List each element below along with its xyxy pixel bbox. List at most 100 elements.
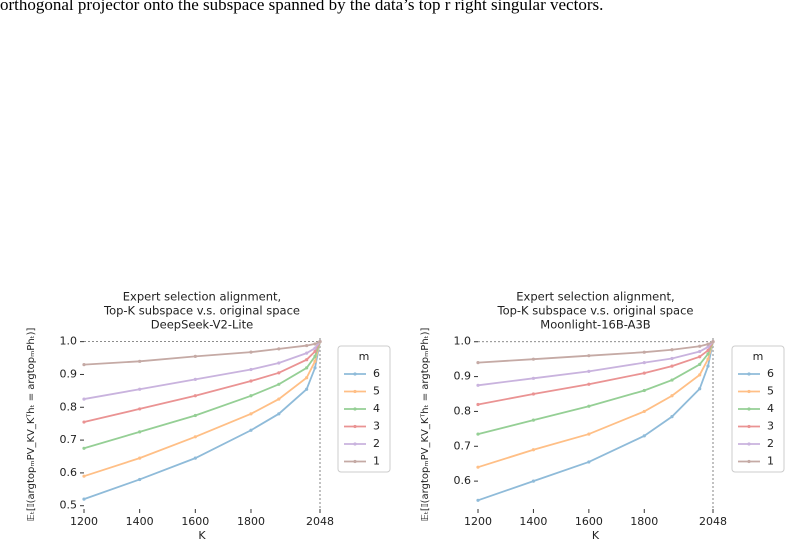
body-text: orthogonal projector onto the subspace s… [0,0,603,14]
y-tick-label: 0.6 [454,474,472,487]
data-point [531,479,536,483]
data-point [193,456,197,460]
y-tick-label: 0.8 [454,404,472,417]
data-point [698,387,702,391]
data-point [587,354,591,358]
legend-label: 1 [373,455,380,468]
chart-title: Moonlight-16B-A3B [540,318,651,332]
y-tick-label: 0.9 [60,367,78,380]
data-point [138,407,142,411]
legend-swatch [353,424,357,429]
data-point [193,413,197,418]
chart-title: Top-K subspace v.s. original space [103,304,300,318]
data-point [138,387,142,391]
data-point [277,412,281,416]
data-point [313,359,317,363]
y-tick-label: 0.6 [60,466,78,479]
data-point [476,361,480,365]
data-point [642,361,646,365]
legend-swatch [747,372,751,376]
data-point [642,434,646,438]
y-tick-label: 0.7 [454,439,472,452]
legend-swatch [353,459,357,464]
y-tick-label: 0.8 [60,400,78,413]
data-point [670,348,674,352]
series-line [83,341,321,478]
data-point [476,465,480,469]
data-point [476,402,480,407]
data-point [193,435,197,439]
data-point [698,344,702,348]
chart-title: Expert selection alignment, [123,290,281,304]
data-point [313,342,317,346]
data-point [706,345,710,349]
series-line [477,341,714,406]
data-point [642,409,646,414]
data-point [670,415,674,419]
data-point [249,350,253,354]
data-point [138,359,142,363]
series-line [83,341,321,423]
legend-swatch [747,407,751,411]
data-point [531,392,536,396]
x-tick-label: 2048 [699,515,727,528]
legend-label: 1 [767,455,774,468]
legend-label: 2 [373,437,380,450]
x-tick-label: 1400 [519,515,547,528]
data-point [476,498,480,502]
data-point [318,340,322,344]
x-tick-label: 1200 [70,515,98,528]
data-point [706,357,710,361]
data-point [711,340,715,344]
series-line [477,341,714,435]
data-point [82,474,86,478]
data-point [706,348,710,353]
data-point [698,373,702,377]
data-point [587,404,591,408]
data-point [138,456,142,460]
legend-swatch [747,424,751,429]
chart-title: DeepSeek-V2-Lite [151,318,253,332]
x-tick-label: 1200 [464,515,492,528]
legend-title: m [753,350,764,363]
data-point [305,366,309,370]
series-line [477,341,714,469]
series-line [83,341,321,400]
data-point [642,350,646,354]
data-point [138,477,142,482]
data-point [670,364,674,368]
data-point [531,376,536,380]
data-point [193,394,197,398]
data-point [476,432,480,436]
legend-swatch [353,407,357,411]
y-tick-label: 1.0 [60,335,78,348]
legend-title: m [359,350,370,363]
data-point [313,349,317,354]
data-point [82,446,86,450]
data-point [531,357,536,361]
y-tick-label: 1.0 [454,335,472,348]
data-point [138,430,142,434]
data-point [305,351,309,355]
data-point [305,343,309,348]
data-point [670,394,674,398]
y-axis-label: 𝔼ₜ[𝕀(argtopₘPV_KV_Kᵀhₜ = argtopₘPhₜ)] [26,327,37,521]
legend-swatch [747,442,751,446]
data-point [249,412,253,416]
data-point [82,397,86,401]
data-point [698,349,702,354]
data-point [642,388,646,393]
data-point [587,432,591,436]
data-point [531,448,536,452]
data-point [587,382,591,386]
data-point [305,358,309,362]
data-point [249,379,253,383]
data-point [305,387,309,391]
x-tick-label: 1800 [237,515,265,528]
data-point [587,460,591,464]
data-point [476,383,480,387]
data-point [706,364,710,368]
data-point [698,362,702,366]
